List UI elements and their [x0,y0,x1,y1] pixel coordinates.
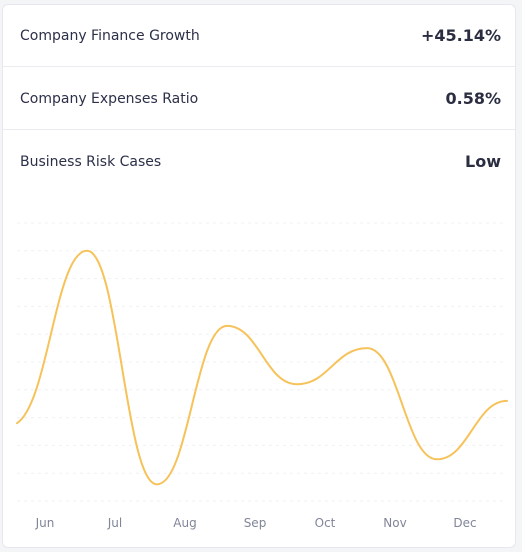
metrics-card: Company Finance Growth +45.14% Company E… [2,4,516,548]
chart-series-line [16,249,508,486]
metric-value: +45.14% [420,26,501,45]
x-tick-label: Nov [383,516,406,530]
metric-value: 0.58% [445,89,501,108]
x-tick-label: Sep [244,516,267,530]
metric-row-finance-growth: Company Finance Growth +45.14% [3,5,515,67]
metric-row-expenses-ratio: Company Expenses Ratio 0.58% [3,68,515,130]
risk-cases-chart: Jun Jul Aug Sep Oct Nov Dec [16,222,508,530]
metric-row-risk-cases: Business Risk Cases Low [3,131,515,193]
metric-label: Company Finance Growth [20,28,200,44]
chart-grid [17,222,507,502]
metric-label: Company Expenses Ratio [20,91,199,107]
x-tick-label: Oct [315,516,336,530]
x-axis-ticks: Jun Jul Aug Sep Oct Nov Dec [35,516,477,530]
x-tick-label: Jul [107,516,122,530]
x-tick-label: Jun [35,516,55,530]
metric-value: Low [465,152,501,171]
x-tick-label: Aug [173,516,196,530]
x-tick-label: Dec [453,516,476,530]
metric-label: Business Risk Cases [20,154,162,170]
